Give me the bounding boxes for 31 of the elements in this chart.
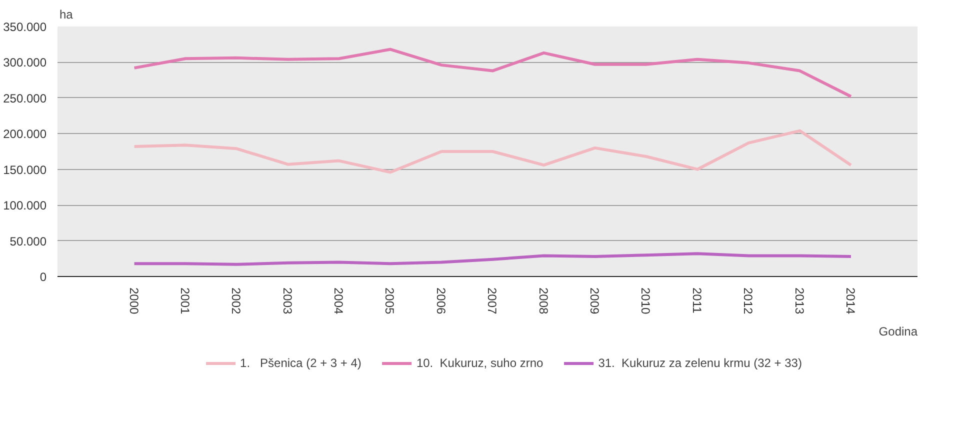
x-tick-label: 2006 <box>434 288 448 315</box>
x-tick-label: 2008 <box>536 288 550 315</box>
y-tick-label: 100.000 <box>3 198 47 213</box>
legend-label: 10. Kukuruz, suho zrno <box>416 356 544 370</box>
x-tick-label: 2005 <box>382 288 397 315</box>
x-tick-label: 2003 <box>280 288 294 315</box>
y-tick-label: 50.000 <box>10 234 47 248</box>
y-tick-label: 350.000 <box>3 20 47 34</box>
x-tick-label: 2007 <box>485 288 500 315</box>
y-tick-label: 200.000 <box>3 127 47 142</box>
y-axis-title: ha <box>60 8 74 22</box>
line-series <box>132 48 852 98</box>
line-series <box>132 129 852 174</box>
y-tick-label: 0 <box>40 270 47 284</box>
line-series <box>132 252 852 266</box>
x-tick-label: 2010 <box>638 288 653 315</box>
y-tick-label: 250.000 <box>3 91 47 106</box>
x-tick-label: 2013 <box>792 288 806 315</box>
x-tick-label: 2012 <box>741 288 756 315</box>
x-tick-label: 2002 <box>229 288 244 315</box>
x-tick-label: 2001 <box>178 288 192 315</box>
x-tick-label: 2014 <box>843 288 858 315</box>
legend-label: 31. Kukuruz za zelenu krmu (32 + 33) <box>598 356 802 370</box>
x-tick-label: 2009 <box>588 288 602 315</box>
x-tick-label: 2011 <box>690 288 704 314</box>
legend-label: 1. Pšenica (2 + 3 + 4) <box>240 356 362 370</box>
x-axis-title: Godina <box>878 324 918 338</box>
x-tick-label: 2004 <box>332 288 346 315</box>
y-tick-label: 150.000 <box>3 162 47 177</box>
y-tick-label: 300.000 <box>3 56 47 70</box>
x-tick-label: 2000 <box>126 288 141 315</box>
